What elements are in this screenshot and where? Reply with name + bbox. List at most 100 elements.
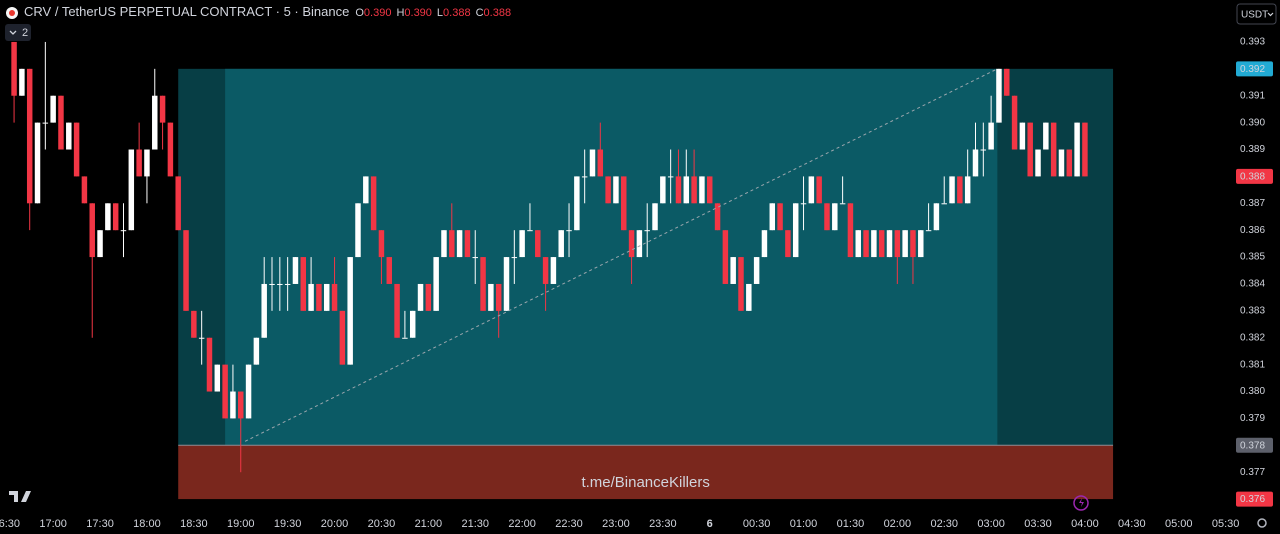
y-tick-label: 0.386: [1240, 225, 1265, 236]
candle-body: [675, 176, 682, 204]
candle-body: [816, 176, 822, 204]
candle-body: [1027, 122, 1033, 177]
candle-body: [1043, 122, 1049, 150]
candle-body: [105, 203, 111, 231]
ohlc-value: 0.388: [484, 7, 512, 19]
header: CRV / TetherUS PERPETUAL CONTRACT · 5 · …: [24, 4, 511, 19]
ohlc-key: O: [355, 7, 364, 19]
settings-button[interactable]: [1257, 518, 1267, 528]
y-tick-label: 0.382: [1240, 332, 1265, 343]
candle-body: [746, 283, 752, 311]
candle-body: [198, 337, 205, 339]
candle-body: [714, 203, 721, 231]
candle-body: [175, 176, 181, 231]
y-tick-label: 0.393: [1240, 37, 1265, 48]
candle-body: [347, 257, 353, 365]
x-tick-label: 02:30: [930, 518, 958, 530]
candle-body: [495, 283, 502, 311]
candle-body: [824, 203, 830, 231]
loss-zone: [178, 445, 1114, 500]
candle-body: [988, 122, 994, 150]
candle-body: [800, 203, 807, 205]
candle-body: [386, 257, 392, 284]
x-tick-label: 20:00: [321, 518, 349, 530]
candle-body: [636, 230, 643, 258]
candle-body: [503, 257, 510, 311]
candle-body: [222, 364, 228, 419]
x-tick-label: 19:00: [227, 518, 255, 530]
ohlc-value: 0.388: [443, 7, 471, 19]
candle-body: [97, 230, 103, 258]
candle-body: [66, 122, 72, 150]
x-tick-label: 18:30: [180, 518, 208, 530]
candle-body: [449, 230, 455, 258]
stop-price-badge: [1236, 491, 1273, 507]
candle-body: [785, 230, 791, 258]
candle-body: [550, 257, 557, 284]
candle-body: [480, 257, 486, 311]
candle-body: [230, 391, 236, 419]
candle-body: [409, 310, 416, 338]
candle-body: [89, 203, 95, 258]
candle-body: [730, 257, 736, 284]
y-tick-label: 0.379: [1240, 413, 1265, 424]
candle-body: [574, 176, 580, 231]
candle-body: [433, 257, 439, 311]
candle-body: [394, 283, 400, 338]
y-tick-label: 0.383: [1240, 305, 1265, 316]
lightning-button[interactable]: [1073, 495, 1089, 511]
y-tick-label: 0.381: [1240, 359, 1265, 370]
x-tick-label: 05:30: [1212, 518, 1240, 530]
candle-body: [128, 149, 135, 231]
x-tick-label: 22:00: [508, 518, 536, 530]
y-tick-label: 0.387: [1240, 198, 1265, 209]
x-tick-label: 01:00: [790, 518, 818, 530]
candle-body: [1035, 149, 1041, 177]
candle-body: [753, 257, 760, 284]
candle-body: [589, 149, 596, 177]
x-tick-label: 21:30: [461, 518, 489, 530]
candle-body: [855, 230, 861, 258]
candle-body: [488, 283, 494, 311]
ohlc-value: 0.390: [404, 7, 432, 19]
candle-body: [738, 257, 744, 311]
candle-body: [886, 230, 893, 258]
candle-body: [167, 122, 174, 177]
candle-body: [378, 230, 385, 258]
candle-body: [605, 176, 611, 204]
candle-body: [980, 149, 987, 151]
candle-body: [722, 230, 729, 284]
x-tick-label: 01:30: [837, 518, 865, 530]
candle-body: [683, 176, 690, 204]
candle-body: [214, 364, 221, 392]
x-tick-label: 17:30: [86, 518, 114, 530]
x-tick-label: 23:30: [649, 518, 677, 530]
currency-dropdown[interactable]: [1236, 3, 1277, 25]
x-tick-label: 17:00: [39, 518, 67, 530]
candle-body: [613, 176, 619, 204]
indicator-toggle[interactable]: [5, 24, 31, 41]
candle-body: [581, 176, 588, 178]
candle-body: [949, 176, 955, 204]
candle-body: [472, 257, 478, 259]
candle-body: [112, 203, 119, 231]
candle-body: [206, 337, 213, 392]
candle-body: [527, 230, 533, 232]
tradingview-logo: [9, 491, 31, 502]
y-tick-label: 0.385: [1240, 252, 1265, 263]
stop-price-label: 0.376: [1240, 494, 1265, 505]
candle-body: [120, 230, 127, 232]
candle-body: [878, 230, 885, 258]
candle-body: [1019, 122, 1026, 150]
x-tick-label: 02:00: [884, 518, 912, 530]
candle-body: [957, 176, 963, 204]
symbol-logo-dot: [9, 10, 15, 16]
y-tick-label: 0.380: [1240, 386, 1265, 397]
candle-body: [50, 95, 56, 123]
candle-body: [1011, 95, 1018, 150]
ohlc-key: L: [437, 7, 443, 19]
candle-body: [1082, 122, 1088, 177]
ohlc-value: 0.390: [364, 7, 392, 19]
candle-body: [839, 203, 846, 205]
